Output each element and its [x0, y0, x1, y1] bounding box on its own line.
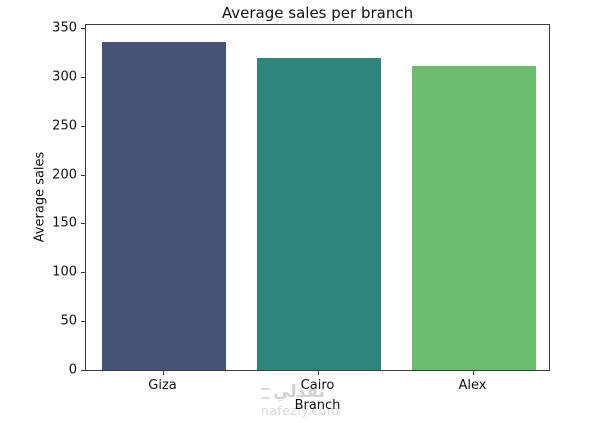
- chart-title: Average sales per branch: [221, 4, 414, 22]
- y-tick-200: [81, 174, 85, 176]
- y-tick-label-150: 150: [52, 215, 77, 231]
- bar-alex: [411, 66, 536, 370]
- y-tick-label-350: 350: [52, 20, 77, 36]
- x-tick-giza: [162, 371, 164, 375]
- y-tick-label-50: 50: [60, 313, 77, 329]
- y-tick-label-0: 0: [68, 362, 77, 378]
- x-tick-label-alex: Alex: [458, 378, 487, 393]
- y-tick-label-300: 300: [52, 69, 77, 85]
- x-tick-alex: [472, 371, 474, 375]
- bar-giza: [101, 41, 226, 370]
- y-tick-300: [81, 76, 85, 78]
- x-axis-label: Branch: [294, 398, 341, 413]
- y-tick-label-200: 200: [52, 167, 77, 183]
- y-tick-150: [81, 223, 85, 225]
- x-tick-cairo: [317, 371, 319, 375]
- x-tick-label-giza: Giza: [148, 378, 177, 393]
- y-tick-250: [81, 125, 85, 127]
- bar-cairo: [256, 58, 381, 370]
- y-tick-100: [81, 272, 85, 274]
- x-tick-label-cairo: Cairo: [300, 378, 335, 393]
- y-tick-0: [81, 370, 85, 371]
- y-tick-50: [81, 321, 85, 323]
- y-tick-350: [81, 27, 85, 29]
- y-tick-label-250: 250: [52, 118, 77, 134]
- plot-area: [85, 24, 550, 371]
- y-tick-label-100: 100: [52, 264, 77, 280]
